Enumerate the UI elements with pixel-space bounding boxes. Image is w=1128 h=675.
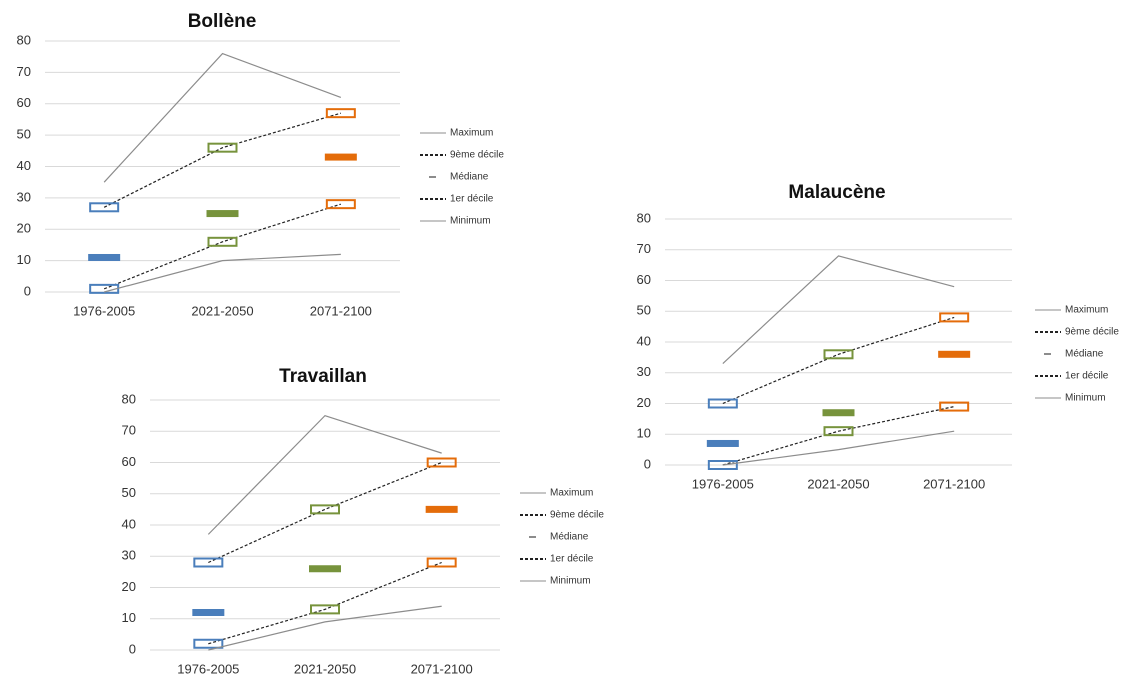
y-tick-label: 40: [17, 158, 31, 173]
y-tick-label: 30: [17, 189, 31, 204]
marker-box: [426, 457, 457, 468]
x-tick-label: 2021-2050: [294, 661, 356, 675]
y-tick-label: 70: [17, 64, 31, 79]
series-line: [208, 561, 442, 645]
y-tick-label: 20: [17, 221, 31, 236]
median-bar: [324, 153, 357, 161]
x-tick-label: 2071-2100: [411, 661, 473, 675]
y-tick-label: 80: [122, 391, 136, 406]
y-tick-label: 70: [122, 423, 136, 438]
legend-label: 1er décile: [1065, 371, 1109, 382]
chart-title: Bollène: [188, 11, 257, 32]
x-tick-label: 2071-2100: [923, 476, 985, 491]
y-tick-label: 70: [637, 241, 651, 256]
legend-label: Médiane: [550, 532, 589, 543]
x-tick-label: 2021-2050: [191, 303, 253, 318]
legend-label: Maximum: [450, 128, 493, 139]
y-tick-label: 10: [17, 252, 31, 267]
y-tick-label: 60: [637, 272, 651, 287]
legend-label: Maximum: [1065, 305, 1108, 316]
median-bar: [706, 439, 739, 447]
marker-box: [193, 557, 224, 568]
legend-label: Minimum: [1065, 393, 1106, 404]
series-line: [722, 430, 955, 466]
y-tick-label: 60: [122, 454, 136, 469]
y-tick-label: 50: [637, 303, 651, 318]
y-tick-label: 50: [17, 127, 31, 142]
legend-label: Minimum: [550, 576, 591, 587]
series-line: [103, 52, 342, 183]
marker-box: [310, 504, 340, 515]
legend-label: 9ème décile: [550, 510, 604, 521]
marker-box: [325, 199, 356, 210]
series-line: [208, 605, 442, 651]
marker-box: [939, 312, 970, 323]
legend-label: 1er décile: [450, 194, 494, 205]
legend-label: Minimum: [450, 216, 491, 227]
marker-box: [310, 604, 340, 615]
y-tick-label: 0: [644, 456, 651, 471]
legend-label: Médiane: [1065, 349, 1104, 360]
series-line: [207, 414, 442, 535]
marker-box: [207, 236, 238, 247]
y-tick-label: 50: [122, 485, 136, 500]
median-bar: [206, 210, 239, 218]
legend-label: 1er décile: [550, 554, 594, 565]
series-line: [104, 253, 341, 293]
series-line: [103, 112, 342, 208]
series-line: [722, 255, 955, 364]
legend-label: Médiane: [450, 172, 489, 183]
legend-label: 9ème décile: [450, 150, 504, 161]
y-tick-label: 60: [17, 95, 31, 110]
series-line: [722, 405, 955, 466]
marker-box: [89, 202, 120, 213]
chart-title: Malaucène: [788, 182, 885, 203]
chart-title: Travaillan: [279, 366, 367, 387]
legend-label: 9ème décile: [1065, 327, 1119, 338]
series-line: [103, 203, 342, 290]
median-bar: [309, 565, 341, 573]
marker-box: [939, 401, 970, 412]
marker-box: [193, 638, 224, 649]
median-bar: [88, 253, 121, 261]
y-tick-label: 0: [24, 283, 31, 298]
marker-box: [325, 108, 356, 119]
marker-box: [707, 398, 738, 409]
median-bar: [938, 350, 971, 358]
marker-box: [823, 426, 854, 437]
y-tick-label: 30: [637, 364, 651, 379]
marker-box: [207, 142, 238, 153]
median-bar: [192, 609, 225, 616]
legend-label: Maximum: [550, 488, 593, 499]
x-tick-label: 2021-2050: [807, 476, 869, 491]
median-bar: [425, 505, 458, 513]
marker-box: [823, 349, 854, 360]
series-line: [208, 461, 442, 564]
marker-box: [707, 460, 738, 470]
y-tick-label: 80: [637, 210, 651, 225]
x-tick-label: 1976-2005: [73, 303, 135, 318]
series-line: [722, 316, 955, 405]
y-tick-label: 10: [122, 610, 136, 625]
y-tick-label: 40: [122, 516, 136, 531]
median-bar: [822, 409, 855, 417]
marker-box: [426, 557, 457, 568]
x-tick-label: 2071-2100: [310, 303, 372, 318]
y-tick-label: 20: [122, 579, 136, 594]
y-tick-label: 80: [17, 32, 31, 47]
y-tick-label: 0: [129, 641, 136, 656]
x-tick-label: 1976-2005: [177, 661, 239, 675]
y-tick-label: 20: [637, 395, 651, 410]
y-tick-label: 40: [637, 333, 651, 348]
y-tick-label: 10: [637, 426, 651, 441]
x-tick-label: 1976-2005: [692, 476, 754, 491]
y-tick-label: 30: [122, 548, 136, 563]
